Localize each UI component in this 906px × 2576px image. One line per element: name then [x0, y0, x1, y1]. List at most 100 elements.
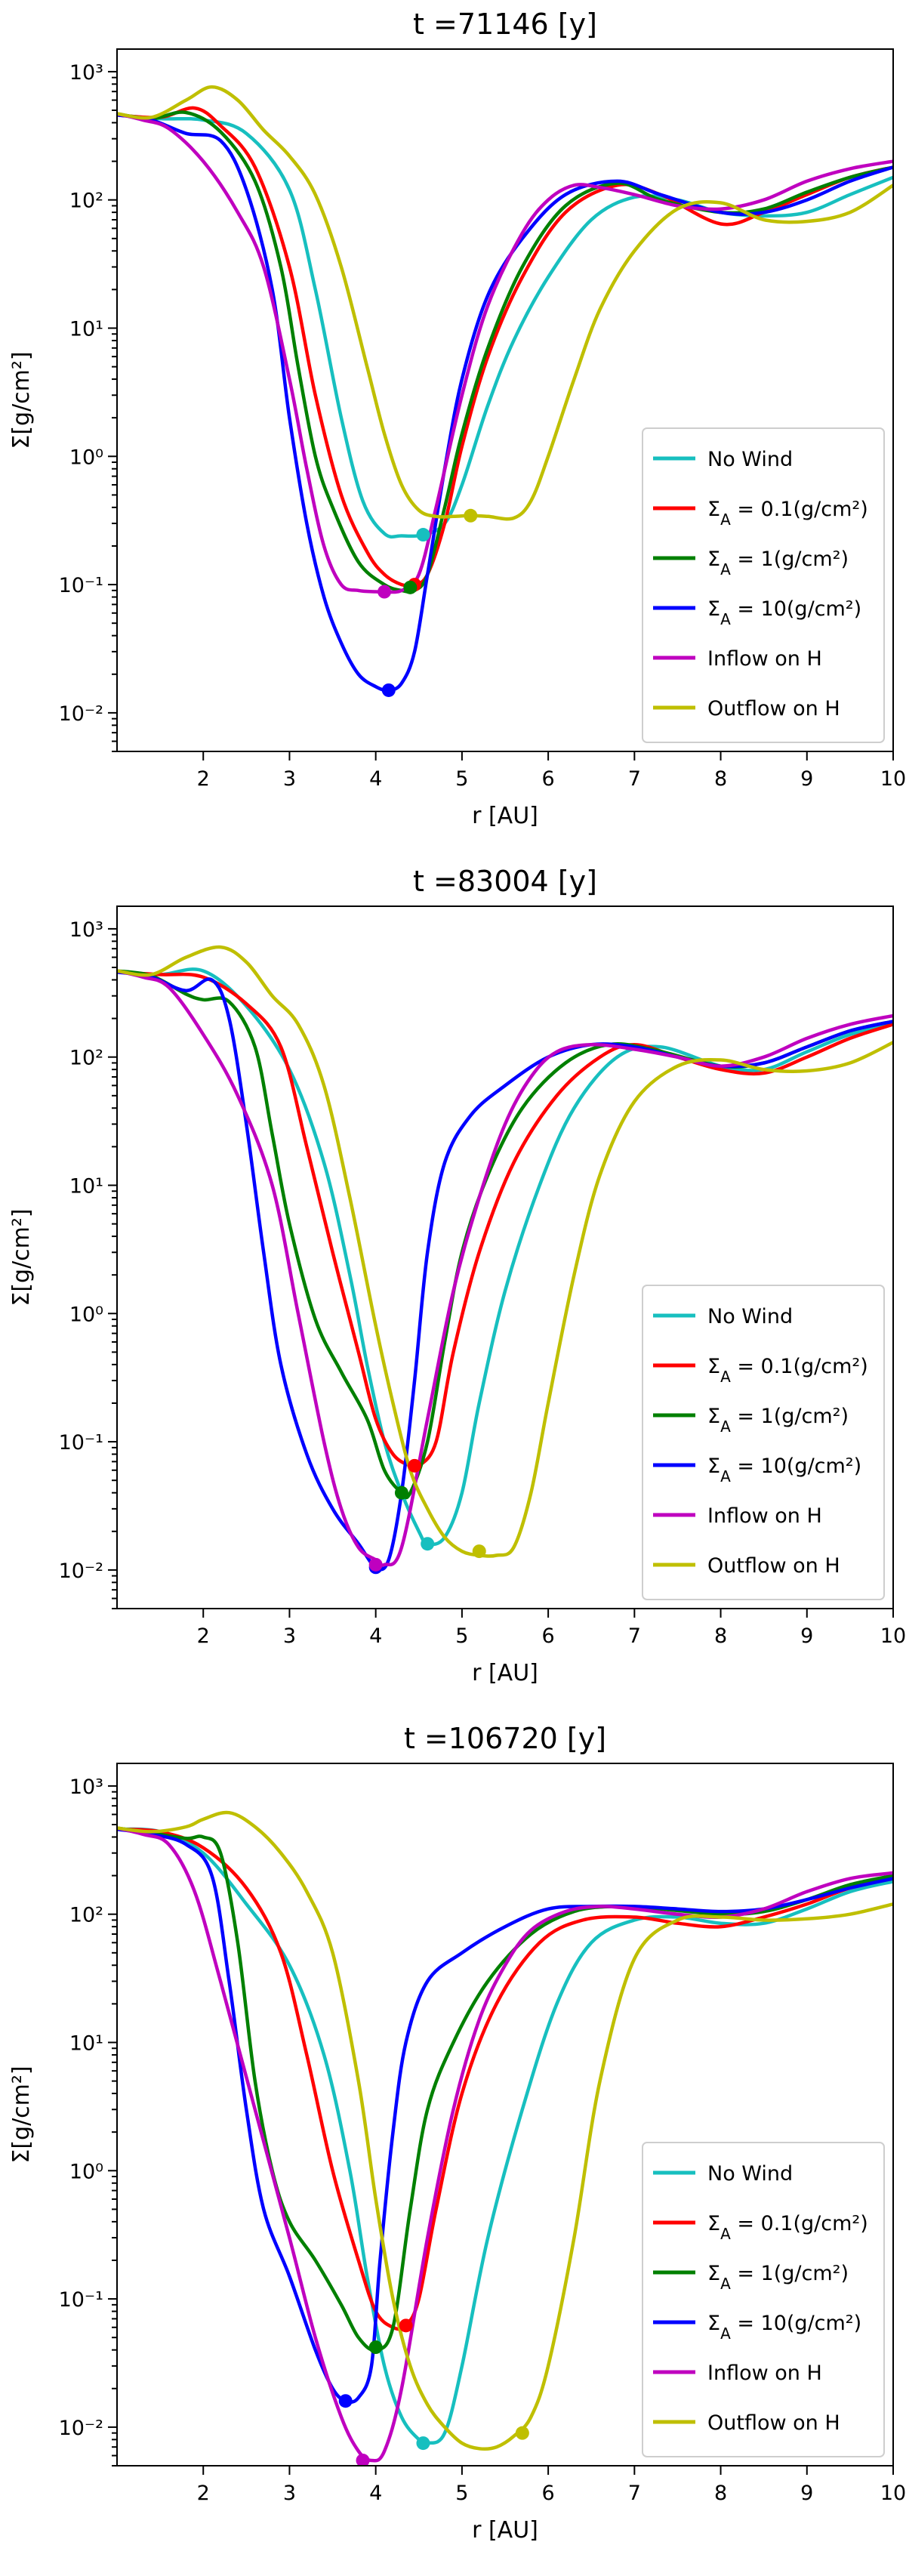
legend-label-3: ΣA = 1(g/cm²) — [707, 548, 849, 578]
curves — [117, 85, 893, 697]
y-tick-label: 10¹ — [69, 2031, 103, 2055]
x-tick-label: 5 — [455, 1624, 468, 1648]
y-tick-label: 10⁻² — [59, 702, 103, 726]
x-tick-label: 2 — [197, 1624, 210, 1648]
y-tick-label: 10⁻¹ — [59, 1431, 103, 1455]
legend-label-3: ΣA = 1(g/cm²) — [707, 1405, 849, 1436]
x-tick-label: 4 — [369, 1624, 382, 1648]
legend-label-5: Inflow on H — [707, 647, 822, 671]
x-tick-label: 5 — [455, 767, 468, 791]
legend-label-1: No Wind — [707, 1305, 793, 1328]
legend-box — [642, 2142, 885, 2457]
x-axis-label: r [AU] — [472, 803, 538, 829]
x-tick-label: 8 — [714, 1624, 727, 1648]
series-marker-3 — [368, 2340, 383, 2355]
x-tick-label: 5 — [455, 2482, 468, 2505]
y-tick-label: 10⁰ — [69, 2160, 103, 2183]
y-tick-label: 10⁻² — [59, 2417, 103, 2440]
series-line-2 — [117, 1827, 893, 2331]
chart-panel-2: t =83004 [y] 10⁻² 10⁻¹ 10⁰ 10¹ 10² 10³ 2 3 4 5 6 7 8 9… — [8, 865, 906, 1686]
series-line-5 — [117, 1826, 893, 2463]
y-tick-label: 10⁻² — [59, 1559, 103, 1583]
x-tick-label: 9 — [800, 1624, 813, 1648]
legend-box — [642, 1285, 885, 1600]
legend-label-1: No Wind — [707, 448, 793, 471]
y-tick-label: 10² — [69, 1047, 103, 1070]
legend-label-6: Outflow on H — [707, 697, 840, 720]
x-tick-label: 9 — [800, 2482, 813, 2505]
x-axis-label: r [AU] — [472, 1660, 538, 1686]
y-axis-label: Σ[g/cm²] — [8, 2065, 35, 2163]
x-tick-label: 3 — [283, 1624, 296, 1648]
series-marker-1 — [416, 528, 430, 542]
x-tick-label: 7 — [628, 767, 641, 791]
y-tick-label: 10⁰ — [69, 446, 103, 469]
series-marker-5 — [356, 2453, 370, 2466]
series-marker-4 — [381, 683, 396, 697]
y-tick-label: 10³ — [69, 1775, 103, 1799]
chart-panel-1: t =71146 [y] 10⁻² 10⁻¹ 10⁰ 10¹ 10² 10³ 2 3 4 5 6 7 8 9… — [8, 8, 906, 829]
x-tick-label: 2 — [197, 2482, 210, 2505]
series-line-4 — [117, 113, 893, 693]
series-marker-2 — [399, 2318, 413, 2333]
legend-box — [642, 427, 885, 743]
series-marker-6 — [515, 2426, 529, 2440]
x-tick-label: 7 — [628, 1624, 641, 1648]
x-tick-label: 8 — [714, 767, 727, 791]
plot-frame — [116, 1763, 894, 2466]
x-tick-label: 10 — [880, 1624, 906, 1648]
y-tick-label: 10² — [69, 190, 103, 213]
legend: No Wind ΣA = 0.1(g/cm²) ΣA = 1(g/cm²) ΣA = … — [642, 2142, 885, 2457]
chart-title: t =71146 [y] — [413, 8, 597, 41]
x-tick-label: 4 — [369, 2482, 382, 2505]
series-marker-6 — [472, 1544, 486, 1559]
curves — [117, 1810, 893, 2466]
x-tick-label: 6 — [542, 1624, 555, 1648]
y-tick-label: 10⁻¹ — [59, 2288, 103, 2312]
series-line-6 — [117, 945, 893, 1558]
series-marker-3 — [403, 580, 418, 594]
legend: No Wind ΣA = 0.1(g/cm²) ΣA = 1(g/cm²) ΣA = … — [642, 427, 885, 743]
x-tick-label: 10 — [880, 767, 906, 791]
legend-label-2: ΣA = 0.1(g/cm²) — [707, 498, 868, 529]
series-line-6 — [117, 1810, 893, 2451]
series-line-5 — [117, 112, 893, 594]
x-tick-label: 7 — [628, 2482, 641, 2505]
series-marker-4 — [338, 2394, 353, 2408]
chart-panel-3: t =106720 [y] 10⁻² 10⁻¹ 10⁰ 10¹ 10² 10³ 2 3 4 5 6 7 8… — [8, 1722, 906, 2544]
y-axis-label: Σ[g/cm²] — [8, 351, 35, 449]
legend-label-2: ΣA = 0.1(g/cm²) — [707, 2212, 868, 2243]
x-tick-label: 9 — [800, 767, 813, 791]
chart-title: t =83004 [y] — [413, 865, 597, 898]
series-line-5 — [117, 969, 893, 1567]
x-tick-label: 8 — [714, 2482, 727, 2505]
x-axis-label: r [AU] — [472, 2517, 538, 2544]
chart-title: t =106720 [y] — [404, 1722, 606, 1755]
legend-label-4: ΣA = 10(g/cm²) — [707, 1455, 861, 1485]
y-tick-label: 10³ — [69, 61, 103, 85]
series-marker-5 — [378, 585, 392, 599]
series-marker-1 — [421, 1537, 435, 1551]
series-marker-6 — [464, 508, 478, 523]
y-tick-label: 10² — [69, 1904, 103, 1927]
plot-frame — [116, 905, 894, 1609]
legend-label-5: Inflow on H — [707, 1504, 822, 1528]
plot-frame — [116, 48, 894, 752]
y-tick-label: 10⁻¹ — [59, 574, 103, 597]
y-tick-label: 10⁰ — [69, 1303, 103, 1326]
legend-label-3: ΣA = 1(g/cm²) — [707, 2262, 849, 2293]
series-marker-2 — [408, 1458, 422, 1473]
y-tick-label: 10¹ — [69, 317, 103, 341]
x-tick-label: 3 — [283, 767, 296, 791]
y-tick-label: 10¹ — [69, 1174, 103, 1198]
y-axis-label: Σ[g/cm²] — [8, 1208, 35, 1306]
legend-label-4: ΣA = 10(g/cm²) — [707, 2312, 861, 2343]
x-tick-label: 3 — [283, 2482, 296, 2505]
legend-label-2: ΣA = 0.1(g/cm²) — [707, 1355, 868, 1386]
x-tick-label: 10 — [880, 2482, 906, 2505]
legend-label-5: Inflow on H — [707, 2362, 822, 2385]
x-tick-label: 4 — [369, 767, 382, 791]
y-tick-label: 10³ — [69, 918, 103, 942]
legend-label-4: ΣA = 10(g/cm²) — [707, 597, 861, 628]
x-tick-label: 6 — [542, 767, 555, 791]
